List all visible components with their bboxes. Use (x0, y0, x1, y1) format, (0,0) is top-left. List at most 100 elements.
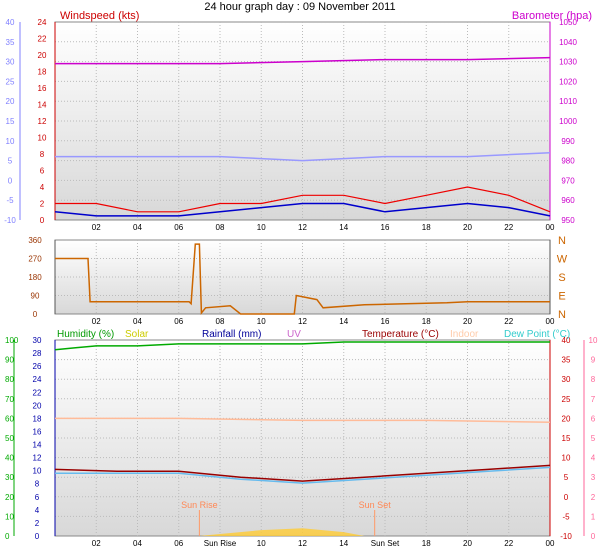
x-tick-label: 04 (133, 539, 142, 548)
legend-item: Rainfall (mm) (202, 329, 261, 340)
wind-axis-inner-tick: 12 (38, 117, 47, 126)
x-tick-label: 16 (381, 223, 390, 232)
wind-axis-inner-tick: 2 (40, 200, 45, 209)
uv-axis-tick: 2 (591, 493, 596, 502)
baro-axis-tick: 1050 (559, 18, 577, 27)
rain-axis-tick: 26 (33, 362, 42, 371)
series-line-dewpoint (55, 466, 551, 484)
rain-axis-tick: 8 (35, 480, 40, 489)
uv-axis-tick: 10 (589, 336, 598, 345)
wind-axis-outer-tick: 25 (6, 77, 15, 86)
wind-axis-outer-tick: -10 (4, 216, 16, 225)
x-tick-label: 12 (298, 223, 307, 232)
baro-axis-tick: 960 (561, 196, 575, 205)
baro-axis-tick: 980 (561, 157, 575, 166)
temperature-axis-tick: 40 (562, 336, 571, 345)
x-tick-label: Sun Rise (204, 539, 237, 548)
baro-axis-tick: 1000 (559, 117, 577, 126)
direction-axis-tick: 90 (31, 292, 40, 301)
temperature-axis-tick: 30 (562, 375, 571, 384)
x-tick-label: 00 (546, 223, 555, 232)
series-area-solar (199, 528, 365, 536)
x-tick-label: 02 (92, 539, 101, 548)
x-tick-label: 18 (422, 223, 431, 232)
wind-axis-inner-tick: 8 (40, 150, 45, 159)
x-tick-label: 18 (422, 539, 431, 548)
temperature-axis-tick: 35 (562, 356, 571, 365)
wind-axis-inner-tick: 10 (38, 134, 47, 143)
baro-axis-tick: 1020 (559, 77, 577, 86)
direction-axis-tick: 270 (28, 255, 42, 264)
uv-axis-tick: 4 (591, 454, 596, 463)
legend-item: Humidity (%) (57, 329, 114, 340)
rain-axis-tick: 6 (35, 493, 40, 502)
wind-axis-inner-tick: 14 (38, 101, 47, 110)
series-line-direction (55, 243, 550, 316)
x-tick-label: 20 (463, 539, 472, 548)
rain-axis-tick: 4 (35, 506, 40, 515)
x-tick-label: 18 (422, 317, 431, 326)
rain-axis-tick: 18 (33, 414, 42, 423)
compass-tick: E (558, 291, 565, 303)
compass-tick: N (558, 309, 566, 321)
series-line-indoor (55, 417, 551, 424)
x-tick-label: 22 (504, 317, 513, 326)
baro-axis-tick: 970 (561, 176, 575, 185)
wind-axis-outer-tick: -5 (6, 196, 14, 205)
baro-axis-tick: 1040 (559, 38, 577, 47)
direction-axis-tick: 180 (28, 273, 42, 282)
wind-axis-outer-tick: 10 (6, 137, 15, 146)
temperature-axis-tick: 15 (562, 434, 571, 443)
x-tick-label: 14 (339, 539, 348, 548)
windspeed-label: Windspeed (kts) (60, 10, 139, 22)
humidity-axis-tick: 80 (5, 375, 14, 384)
x-tick-label: Sun Set (371, 539, 400, 548)
humidity-axis-tick: 0 (5, 532, 10, 541)
wind-axis-outer-tick: 0 (8, 176, 13, 185)
wind-axis-outer-tick: 30 (6, 58, 15, 67)
wind-axis-inner-tick: 18 (38, 68, 47, 77)
x-tick-label: 02 (92, 317, 101, 326)
wind-axis-outer-tick: 35 (6, 38, 15, 47)
uv-axis-tick: 5 (591, 434, 596, 443)
rain-axis-tick: 16 (33, 427, 42, 436)
x-tick-label: 12 (298, 539, 307, 548)
legend-item: Solar (125, 329, 149, 340)
wind-axis-inner-tick: 20 (38, 51, 47, 60)
barometer-label: Barometer (hpa) (512, 10, 592, 22)
uv-axis-tick: 9 (591, 356, 596, 365)
x-tick-label: 02 (92, 223, 101, 232)
x-tick-label: 12 (298, 317, 307, 326)
compass-tick: W (557, 254, 568, 266)
temperature-axis-tick: 5 (564, 473, 569, 482)
direction-axis-tick: 360 (28, 236, 42, 245)
x-tick-label: 10 (257, 539, 266, 548)
series-line-temp-feel (55, 151, 551, 162)
x-tick-label: 08 (216, 223, 225, 232)
uv-axis-tick: 1 (591, 512, 596, 521)
x-tick-label: 20 (463, 317, 472, 326)
x-tick-label: 04 (133, 223, 142, 232)
sunset-annotation: Sun Set (359, 500, 392, 510)
uv-axis-tick: 7 (591, 395, 596, 404)
x-tick-label: 14 (339, 223, 348, 232)
x-tick-label: 20 (463, 223, 472, 232)
temperature-axis-tick: 25 (562, 395, 571, 404)
rain-axis-tick: 12 (33, 454, 42, 463)
wind-axis-inner-tick: 22 (38, 35, 47, 44)
legend-item: Dew Point (°C) (504, 329, 570, 340)
rain-axis-tick: 30 (33, 336, 42, 345)
wind-axis-inner-tick: 16 (38, 84, 47, 93)
series-line-temperature (54, 464, 551, 482)
humidity-axis-tick: 90 (5, 356, 14, 365)
humidity-axis-tick: 40 (5, 454, 14, 463)
x-tick-label: 04 (133, 317, 142, 326)
humidity-axis-tick: 100 (5, 336, 19, 345)
uv-axis-tick: 6 (591, 414, 596, 423)
legend-item: Temperature (°C) (362, 329, 439, 340)
rain-axis-tick: 10 (33, 467, 42, 476)
temperature-axis-tick: 0 (564, 493, 569, 502)
wind-axis-inner-tick: 6 (40, 167, 45, 176)
humidity-axis-tick: 20 (5, 493, 14, 502)
